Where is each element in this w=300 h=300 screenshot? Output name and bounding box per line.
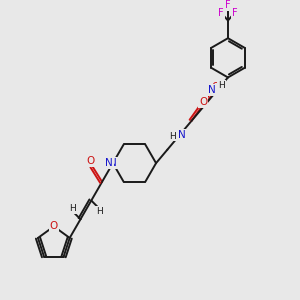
Text: O: O — [212, 82, 220, 92]
Text: N: N — [109, 158, 117, 168]
Text: O: O — [199, 98, 207, 107]
Text: N: N — [178, 130, 186, 140]
Text: O: O — [86, 156, 94, 166]
Text: H: H — [218, 81, 225, 90]
Text: O: O — [50, 221, 58, 231]
Text: H: H — [96, 207, 103, 216]
Text: H: H — [69, 204, 76, 213]
Text: F: F — [218, 8, 224, 18]
Text: N: N — [208, 85, 216, 95]
Text: N: N — [105, 158, 113, 168]
Text: H: H — [169, 132, 176, 141]
Text: F: F — [225, 0, 231, 10]
Text: F: F — [232, 8, 238, 18]
